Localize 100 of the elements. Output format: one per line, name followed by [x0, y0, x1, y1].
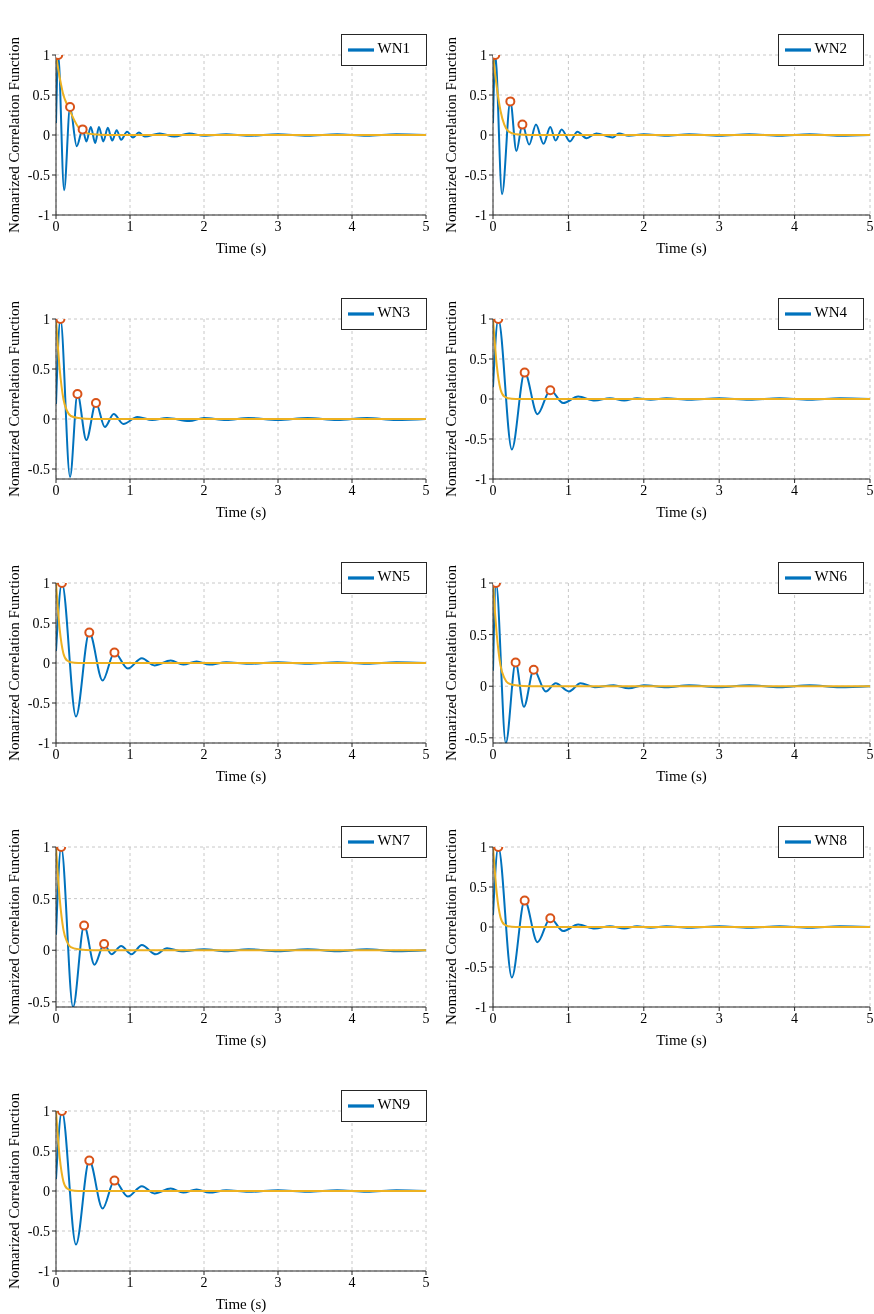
x-axis-title: Time (s)	[215, 504, 267, 521]
y-tick-label: -0.5	[27, 994, 50, 1010]
x-tick-label: 5	[422, 746, 430, 762]
y-tick-label: 0	[480, 127, 487, 143]
point	[109, 647, 120, 658]
x-tick-label: 3	[274, 746, 282, 762]
y-tick-label: 1	[43, 575, 50, 591]
y-tick-label: 0	[480, 679, 487, 695]
y-tick-label: 0.5	[469, 87, 487, 103]
x-tick-label: 3	[274, 1010, 282, 1026]
x-tick-label: 2	[200, 218, 208, 234]
x-tick-label: 4	[348, 1274, 356, 1290]
point	[545, 913, 556, 924]
y-tick-label: -1	[38, 1263, 50, 1279]
x-axis-title: Time (s)	[215, 768, 267, 785]
x-tick-label: 1	[126, 482, 134, 498]
x-tick-label: 4	[791, 1010, 799, 1026]
y-tick-label: -1	[38, 735, 50, 751]
y-tick-label: -1	[475, 471, 487, 487]
point	[79, 920, 90, 931]
y-tick-label: 1	[480, 839, 487, 855]
x-axis-title: Time (s)	[656, 1032, 707, 1049]
y-tick-label: -0.5	[464, 167, 487, 183]
legend-label: WN9	[377, 1096, 410, 1113]
y-tick-label: 0.5	[469, 879, 487, 895]
y-axis-title: Nomarized Correlation Function	[443, 36, 460, 233]
y-tick-label: -0.5	[27, 1223, 50, 1239]
point	[84, 627, 95, 638]
y-tick-label: 0	[43, 411, 50, 427]
x-tick-label: 1	[126, 1274, 134, 1290]
point	[519, 895, 530, 906]
x-tick-label: 4	[348, 218, 356, 234]
x-axis-title: Time (s)	[215, 240, 267, 257]
x-tick-label: 3	[715, 218, 723, 234]
y-tick-label: -0.5	[27, 695, 50, 711]
y-tick-label: 1	[480, 47, 487, 63]
x-tick-label: 5	[866, 218, 874, 234]
x-tick-label: 4	[791, 218, 799, 234]
y-tick-label: -1	[38, 207, 50, 223]
y-tick-label: -0.5	[464, 431, 487, 447]
y-tick-label: 1	[43, 1103, 50, 1119]
x-tick-label: 4	[791, 746, 799, 762]
y-tick-label: 0	[43, 943, 50, 959]
x-tick-label: 1	[564, 1010, 572, 1026]
legend-label: WN1	[377, 40, 410, 57]
legend-label: WN7	[377, 832, 410, 849]
x-tick-label: 3	[715, 482, 723, 498]
x-tick-label: 4	[348, 1010, 356, 1026]
y-axis-title: Nomarized Correlation Function	[6, 300, 23, 497]
x-tick-label: 4	[348, 746, 356, 762]
y-tick-label: 0	[43, 655, 50, 671]
y-tick-label: 0.5	[32, 615, 50, 631]
y-tick-label: 0.5	[32, 87, 50, 103]
x-tick-label: 4	[348, 482, 356, 498]
y-tick-label: 1	[43, 47, 50, 63]
legend-label: WN4	[814, 304, 847, 321]
x-tick-label: 3	[274, 218, 282, 234]
y-tick-label: 0	[43, 1183, 50, 1199]
y-tick-label: -1	[475, 207, 487, 223]
x-tick-label: 2	[200, 482, 208, 498]
x-tick-label: 3	[715, 746, 723, 762]
legend-label: WN2	[814, 40, 847, 57]
y-axis-title: Nomarized Correlation Function	[6, 564, 23, 761]
x-axis-title: Time (s)	[656, 240, 707, 257]
y-tick-label: -0.5	[27, 167, 50, 183]
legend-label: WN6	[814, 568, 847, 585]
y-tick-label: 0.5	[32, 891, 50, 907]
y-tick-label: -0.5	[464, 959, 487, 975]
x-tick-label: 5	[866, 746, 874, 762]
x-tick-label: 1	[564, 746, 572, 762]
point	[84, 1155, 95, 1166]
x-tick-label: 5	[866, 482, 874, 498]
y-tick-label: 1	[43, 311, 50, 327]
x-tick-label: 5	[866, 1010, 874, 1026]
point	[99, 939, 110, 950]
legend-label: WN3	[377, 304, 410, 321]
x-tick-label: 5	[422, 482, 430, 498]
y-tick-label: 0.5	[32, 1143, 50, 1159]
y-tick-label: -1	[475, 999, 487, 1015]
y-tick-label: 0.5	[469, 351, 487, 367]
point	[109, 1175, 120, 1186]
y-axis-title: Nomarized Correlation Function	[443, 300, 460, 497]
y-axis-title: Nomarized Correlation Function	[6, 828, 23, 1025]
x-tick-label: 2	[640, 746, 648, 762]
y-tick-label: 1	[480, 575, 487, 591]
x-tick-label: 2	[640, 482, 648, 498]
x-tick-label: 1	[564, 482, 572, 498]
x-tick-label: 1	[564, 218, 572, 234]
x-tick-label: 1	[126, 218, 134, 234]
x-axis-title: Time (s)	[215, 1032, 267, 1049]
y-tick-label: 0.5	[32, 361, 50, 377]
x-axis-title: Time (s)	[656, 768, 707, 785]
y-tick-label: -0.5	[464, 730, 487, 746]
legend-label: WN5	[377, 568, 410, 585]
y-axis-title: Nomarized Correlation Function	[6, 1092, 23, 1289]
x-axis-title: Time (s)	[656, 504, 707, 521]
x-axis-title: Time (s)	[215, 1296, 267, 1313]
x-tick-label: 2	[640, 218, 648, 234]
x-tick-label: 2	[640, 1010, 648, 1026]
y-axis-title: Nomarized Correlation Function	[443, 828, 460, 1025]
